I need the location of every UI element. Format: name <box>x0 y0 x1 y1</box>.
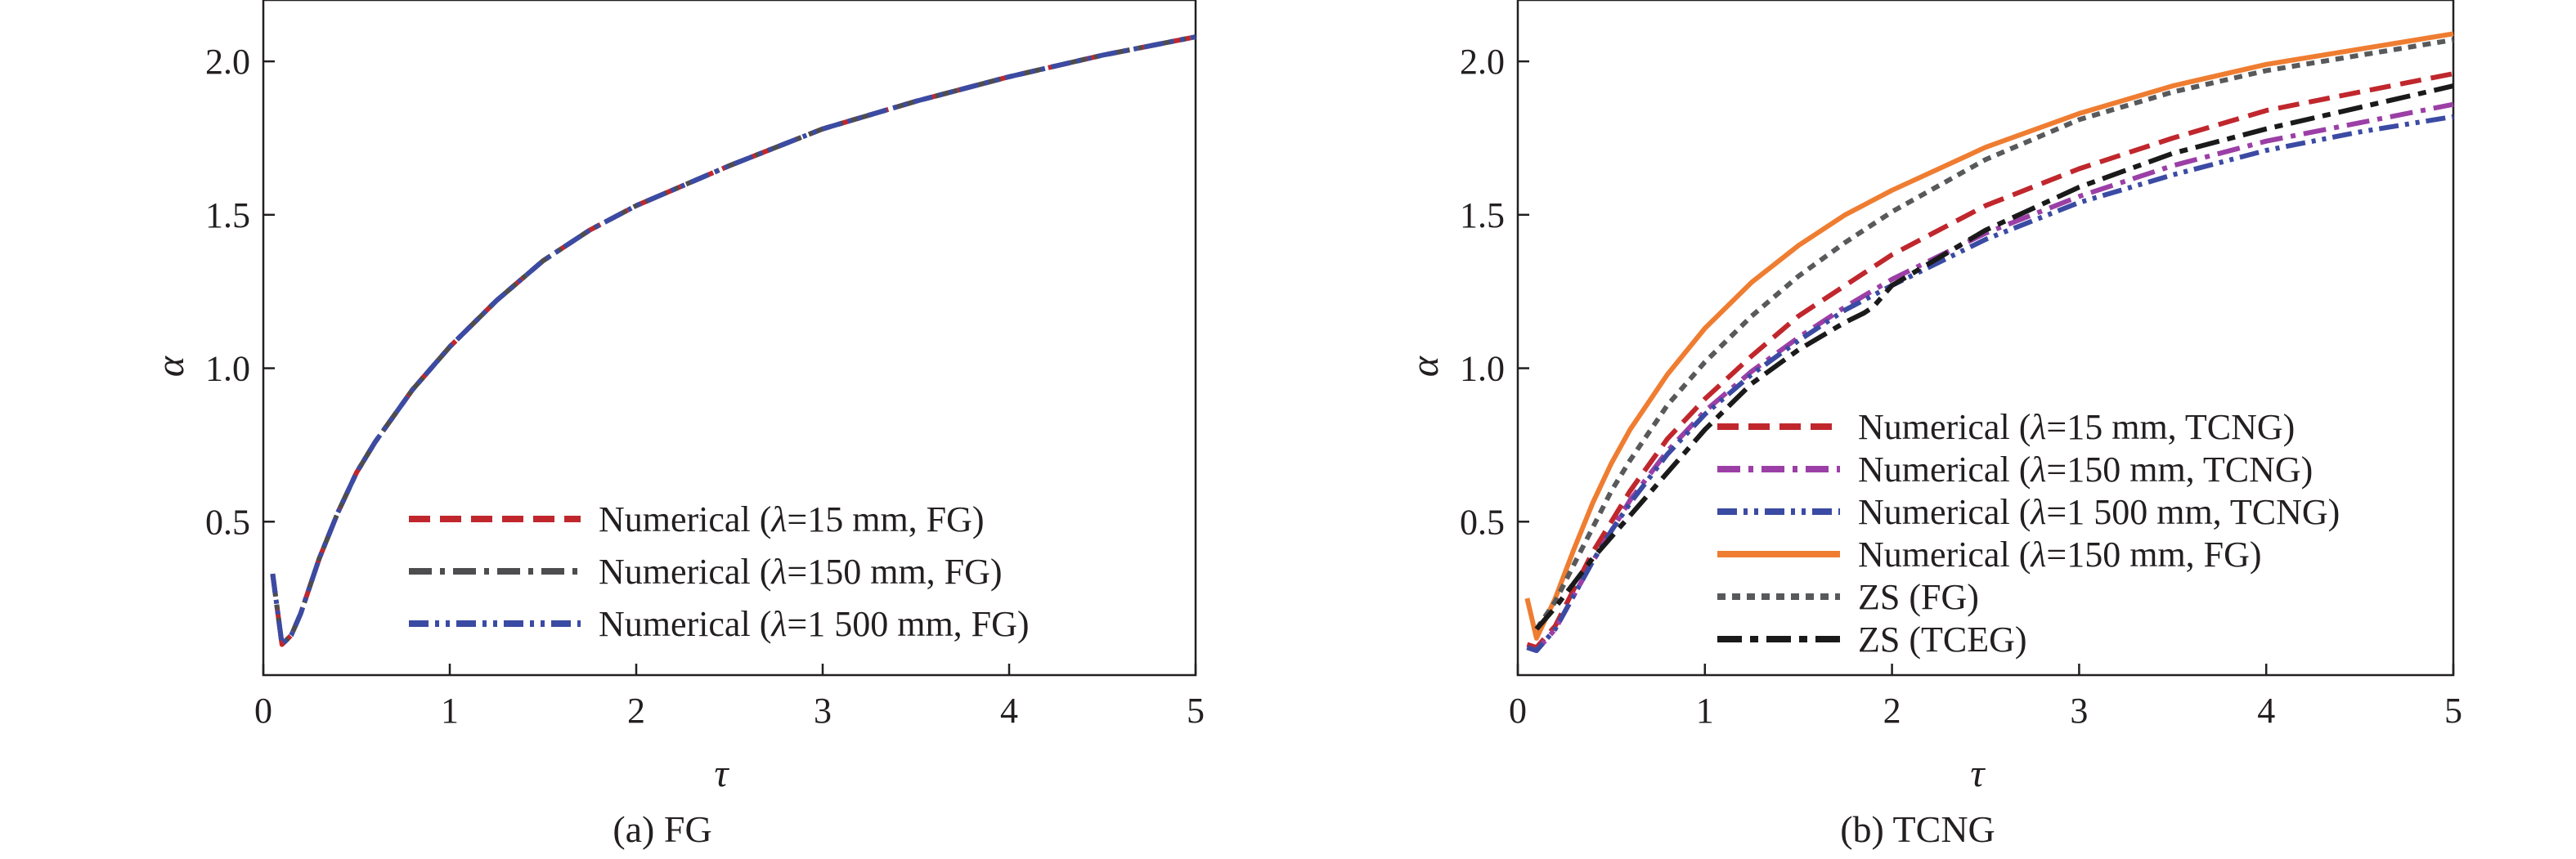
x-tick-label: 1 <box>441 691 459 731</box>
x-tick-label: 2 <box>1883 691 1901 731</box>
legend-entry-label: Numerical (λ=150 mm, TCNG) <box>1858 450 2313 490</box>
x-tick-label: 3 <box>814 691 832 731</box>
series-line <box>1526 114 2454 653</box>
y-tick-label: 2.0 <box>1460 42 1505 82</box>
x-axis-label: τ <box>1970 752 1986 795</box>
chart-caption: (b) TCNG <box>1840 808 1995 850</box>
chart-panel-a: 0 1 2 3 4 5 0.5 1.0 1.5 2.0 τ α (a) FG Numerical (λ=1… <box>149 0 1205 850</box>
y-tick-label: 2.0 <box>205 42 250 82</box>
legend: Numerical (λ=15 mm, FG) Numerical (λ=150 … <box>409 499 1030 644</box>
x-tick-label: 4 <box>2257 691 2275 731</box>
x-tick-label: 5 <box>1187 691 1205 731</box>
legend-entry-label: Numerical (λ=1 500 mm, TCNG) <box>1858 492 2340 532</box>
legend: Numerical (λ=15 mm, TCNG)Numerical (λ=15… <box>1717 407 2340 660</box>
x-tick-label: 0 <box>1509 691 1527 731</box>
series-line <box>1526 71 2454 651</box>
x-tick-label: 3 <box>2070 691 2088 731</box>
x-tick-label: 4 <box>1000 691 1018 731</box>
series-line <box>1524 31 2454 641</box>
series-line <box>270 34 1196 647</box>
chart-caption: (a) FG <box>613 808 711 850</box>
legend-entry-label: Numerical (λ=150 mm, FG) <box>599 552 1003 592</box>
y-tick-label: 1.0 <box>1460 349 1505 389</box>
x-tick-label: 2 <box>627 691 645 731</box>
y-axis-label: α <box>149 356 192 377</box>
x-axis-label: τ <box>714 752 729 795</box>
legend-entry-label: ZS (TCEG) <box>1858 620 2027 660</box>
y-tick-label: 0.5 <box>1460 502 1505 542</box>
plot-frame <box>1516 0 2455 677</box>
y-tick-label: 1.0 <box>205 349 250 389</box>
series-line <box>1534 83 2454 631</box>
x-tick-label: 5 <box>2444 691 2462 731</box>
legend-entry-label: Numerical (λ=15 mm, TCNG) <box>1858 407 2295 447</box>
y-tick-label: 1.5 <box>1460 195 1505 235</box>
y-axis-label: α <box>1403 356 1447 377</box>
legend-entry-label: ZS (FG) <box>1858 577 1979 617</box>
x-tick-label: 1 <box>1696 691 1714 731</box>
chart-panel-b: 0 1 2 3 4 5 0.5 1.0 1.5 2.0 τ α (b) TCNG Numerical (λ… <box>1403 0 2462 850</box>
y-tick-label: 0.5 <box>205 502 250 542</box>
legend-entry-label: Numerical (λ=15 mm, FG) <box>599 499 985 539</box>
legend-entry-label: Numerical (λ=1 500 mm, FG) <box>599 604 1030 644</box>
series-line <box>1534 37 2454 631</box>
legend-entry-label: Numerical (λ=150 mm, FG) <box>1858 535 2262 575</box>
x-tick-label: 0 <box>254 691 272 731</box>
y-tick-label: 1.5 <box>205 195 250 235</box>
plot-frame <box>262 0 1197 677</box>
